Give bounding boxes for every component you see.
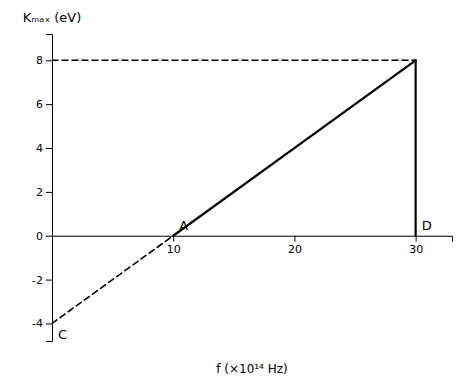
y-tick: 8 (36, 54, 52, 67)
x-axis-title: f (×10¹⁴ Hz) (216, 362, 287, 376)
y-tick: -2 (32, 274, 52, 287)
y-tick-mark (46, 60, 52, 61)
y-tick-label: 0 (36, 230, 43, 243)
x-tick-mark (294, 236, 295, 242)
y-axis-title: Kₘₐₓ (eV) (23, 10, 82, 25)
y-tick: 2 (36, 186, 52, 199)
x-tick-label: 30 (409, 243, 423, 256)
y-tick-mark (46, 323, 52, 324)
x-tick-label: 10 (167, 243, 181, 256)
y-tick: -4 (32, 317, 52, 330)
y-tick-label: -2 (32, 274, 43, 287)
y-tick-label: 6 (36, 98, 43, 111)
y-tick: 0 (36, 230, 52, 243)
plot: 10 20 30 -4 -2 0 2 4 6 8 A D C (32, 35, 452, 343)
y-tick-label: 8 (36, 54, 43, 67)
lines (52, 60, 416, 323)
solid-line (173, 60, 415, 235)
y-axis: -4 -2 0 2 4 6 8 (32, 35, 52, 342)
y-tick-mark (46, 192, 52, 193)
point-label: D (422, 218, 432, 233)
x-axis: 10 20 30 (53, 236, 453, 256)
y-tick: 6 (36, 98, 52, 111)
y-tick-mark (46, 148, 52, 149)
y-tick-label: 4 (36, 142, 43, 155)
x-axis-line (53, 236, 453, 242)
y-tick-label: -4 (32, 317, 43, 330)
y-tick-label: 2 (36, 186, 43, 199)
dashed-line (52, 60, 416, 62)
x-tick: 30 (409, 236, 423, 256)
point-label: A (179, 218, 188, 233)
dashed-line (52, 236, 173, 324)
point-label: C (58, 327, 67, 342)
x-tick-label: 20 (288, 243, 302, 256)
x-tick: 20 (288, 236, 302, 256)
solid-line (415, 60, 417, 235)
chart: 10 20 30 -4 -2 0 2 4 6 8 A D C Kₘₐₓ (eV) f (×10¹⁴ Hz) (0, 0, 474, 385)
y-tick-mark (46, 104, 52, 105)
y-axis-line (46, 35, 53, 342)
y-tick-mark (46, 236, 52, 237)
y-tick-mark (46, 280, 52, 281)
y-tick: 4 (36, 142, 52, 155)
annotations: A D C (58, 218, 432, 343)
